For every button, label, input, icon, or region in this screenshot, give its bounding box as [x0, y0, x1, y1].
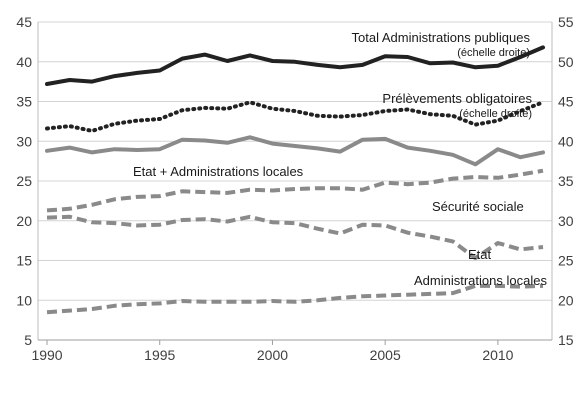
- series-line-etat: [46, 214, 544, 261]
- right-tick-label: 40: [558, 133, 574, 149]
- series-line-total-administrations-publiques: [45, 45, 545, 86]
- series-line-administrations-locales: [46, 283, 544, 315]
- label-total-line2: (échelle droite): [457, 47, 530, 59]
- x-tick-label: 2010: [482, 347, 513, 363]
- gridlines: [38, 21, 552, 341]
- label-total-line1: Total Administrations publiques: [352, 30, 531, 45]
- label-prelevements-line2: (échelle droite): [459, 108, 532, 120]
- left-tick-label: 15: [16, 253, 32, 269]
- x-tick-label: 1995: [144, 347, 175, 363]
- right-tick-label: 55: [558, 14, 574, 30]
- label-securite-sociale: Sécurité sociale: [432, 199, 524, 214]
- left-tick-label: 25: [16, 173, 32, 189]
- right-tick-label: 45: [558, 94, 574, 110]
- left-tick-label: 40: [16, 54, 32, 70]
- series-line-prelevements-obligatoires: [45, 100, 545, 133]
- right-tick-label: 15: [558, 332, 574, 348]
- left-tick-label: 30: [16, 133, 32, 149]
- right-tick-label: 25: [558, 253, 574, 269]
- x-tick-label: 2000: [257, 347, 288, 363]
- left-tick-label: 45: [16, 14, 32, 30]
- left-tick-label: 20: [16, 213, 32, 229]
- right-axis-ticks: 15 20 25 30 35 40 45 50 55: [558, 14, 574, 348]
- label-etat-admin-locales: Etat + Administrations locales: [133, 164, 304, 179]
- label-admin-locales: Administrations locales: [414, 273, 547, 288]
- series-layer: [45, 45, 545, 315]
- series-line-etat-administrations-locales: [45, 135, 545, 167]
- right-tick-label: 20: [558, 292, 574, 308]
- x-tick-label: 2005: [370, 347, 401, 363]
- left-axis-ticks: 5 10 15 20 25 30 35 40 45: [16, 14, 32, 348]
- right-tick-label: 50: [558, 54, 574, 70]
- left-tick-label: 35: [16, 94, 32, 110]
- label-etat: Etat: [468, 247, 492, 262]
- series-line-securite-sociale: [46, 168, 544, 213]
- plot-frame: [37, 22, 553, 341]
- x-tick-label: 1990: [31, 347, 62, 363]
- right-tick-label: 35: [558, 173, 574, 189]
- right-tick-label: 30: [558, 213, 574, 229]
- label-prelevements-line1: Prélèvements obligatoires: [382, 91, 532, 106]
- left-tick-label: 10: [16, 292, 32, 308]
- left-tick-label: 5: [24, 332, 32, 348]
- x-axis-ticks: 1990 1995 2000 2005 2010: [31, 340, 514, 363]
